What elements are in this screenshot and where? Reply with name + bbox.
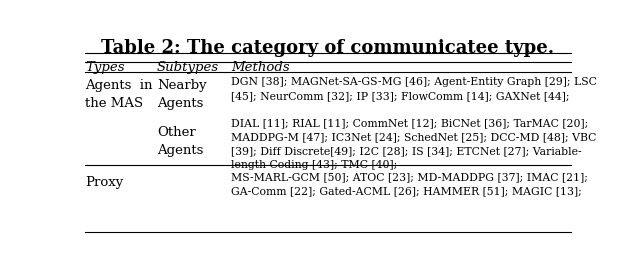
Text: Proxy: Proxy (85, 176, 124, 189)
Text: MS-MARL-GCM [50]; ATOC [23]; MD-MADDPG [37]; IMAC [21];
GA-Comm [22]; Gated-ACML: MS-MARL-GCM [50]; ATOC [23]; MD-MADDPG [… (231, 173, 588, 197)
Text: Methods: Methods (231, 61, 290, 74)
Text: Nearby
Agents: Nearby Agents (157, 79, 207, 110)
Text: Types: Types (85, 61, 124, 74)
Text: DGN [38]; MAGNet-SA-GS-MG [46]; Agent-Entity Graph [29]; LSC
[45]; NeurComm [32]: DGN [38]; MAGNet-SA-GS-MG [46]; Agent-En… (231, 77, 597, 101)
Text: Table 2: The category of communicatee type.: Table 2: The category of communicatee ty… (101, 39, 555, 57)
Text: DIAL [11]; RIAL [11]; CommNet [12]; BiCNet [36]; TarMAC [20];
MADDPG-M [47]; IC3: DIAL [11]; RIAL [11]; CommNet [12]; BiCN… (231, 118, 596, 170)
Text: Subtypes: Subtypes (157, 61, 219, 74)
Text: Agents  in
the MAS: Agents in the MAS (85, 79, 152, 110)
Text: Other
Agents: Other Agents (157, 126, 204, 157)
